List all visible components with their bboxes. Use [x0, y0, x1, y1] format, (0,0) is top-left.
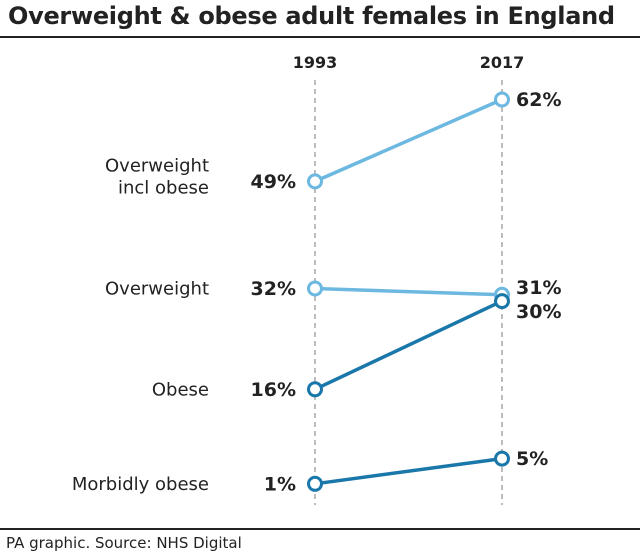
category-label-morbidly-obese: Morbidly obese	[72, 474, 209, 495]
year-label-2017: 2017	[480, 53, 525, 72]
point-overweight-incl-obese-1993	[307, 173, 323, 190]
series-line-morbidly-obese	[314, 456, 503, 486]
category-label-overweight: Overweight	[105, 279, 209, 300]
value-label-obese-2017: 30%	[516, 301, 561, 323]
category-label-overweight-incl-obese: Overweight incl obese	[105, 155, 209, 198]
series-line-overweight-incl-obese	[314, 97, 503, 184]
value-label-obese-1993: 16%	[251, 379, 296, 401]
point-obese-2017	[494, 293, 510, 310]
source-credit: PA graphic. Source: NHS Digital	[6, 534, 242, 552]
point-overweight-1993	[307, 280, 323, 297]
value-label-morbidly-obese-2017: 5%	[516, 448, 548, 470]
top-rule	[0, 36, 640, 38]
series-line-overweight	[314, 286, 503, 297]
point-morbidly-obese-2017	[494, 450, 510, 467]
value-label-overweight-2017: 31%	[516, 277, 561, 299]
chart-title: Overweight & obese adult females in Engl…	[8, 2, 615, 30]
value-label-overweight-incl-obese-1993: 49%	[251, 171, 296, 193]
bottom-rule	[0, 528, 640, 530]
year-label-1993: 1993	[293, 53, 338, 72]
value-label-overweight-incl-obese-2017: 62%	[516, 89, 561, 111]
category-label-obese: Obese	[152, 379, 209, 400]
point-obese-1993	[307, 381, 323, 398]
value-label-overweight-1993: 32%	[251, 278, 296, 300]
point-morbidly-obese-1993	[307, 475, 323, 492]
value-label-morbidly-obese-1993: 1%	[264, 473, 296, 495]
series-line-obese	[314, 299, 503, 391]
point-overweight-incl-obese-2017	[494, 91, 510, 108]
